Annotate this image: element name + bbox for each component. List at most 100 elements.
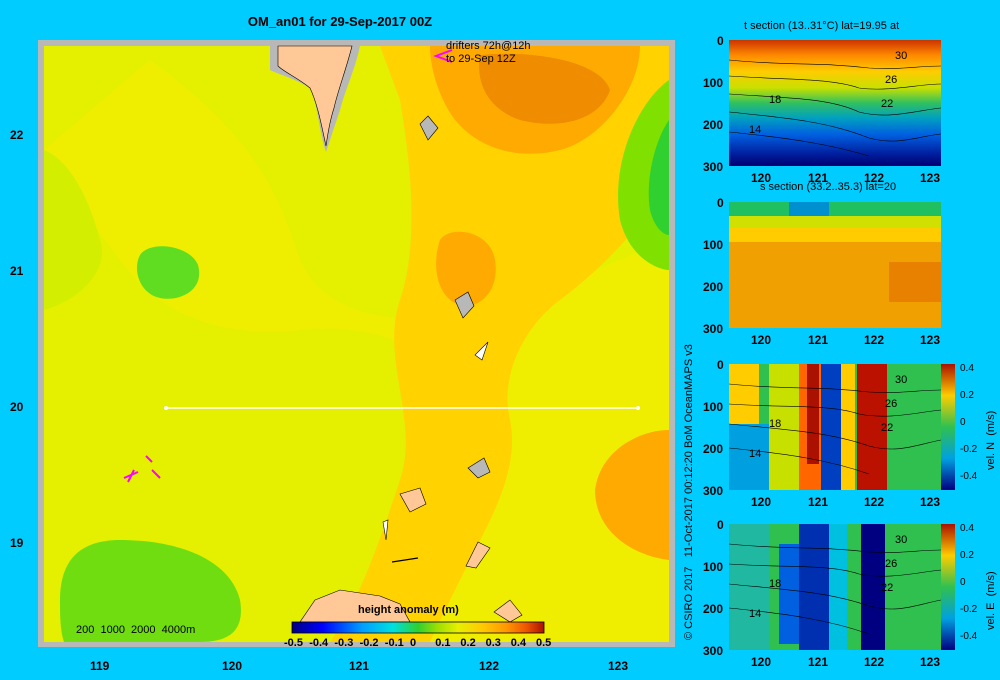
panel-y-tick: 200 — [703, 280, 724, 294]
t-section-plot — [729, 40, 941, 166]
colorbar-tick: 0.2 — [960, 550, 974, 561]
y-tick: 20 — [10, 400, 24, 414]
main-map — [38, 40, 675, 647]
drifter-track — [123, 455, 161, 483]
panel-y-tick: 100 — [703, 560, 724, 574]
contour-label: 18 — [769, 94, 782, 106]
panel-y-tick: 100 — [703, 76, 724, 90]
colorbar-tick: 0.1 — [435, 637, 451, 649]
panel-y-tick: 200 — [703, 602, 724, 616]
panel-y-tick: 300 — [703, 160, 724, 174]
vel-n-plot — [729, 364, 941, 490]
depth-legend: 200 1000 2000 4000m — [76, 624, 196, 636]
colorbar-tick: -0.3 — [334, 637, 354, 649]
x-tick: 123 — [608, 659, 629, 673]
colorbar-tick: -0.1 — [384, 637, 404, 649]
panel-x-tick: 120 — [751, 171, 772, 185]
vel-e-label: vel. E (m/s) — [985, 571, 997, 630]
colorbar-tick: 0 — [410, 637, 417, 649]
colorbar-tick: -0.2 — [359, 637, 379, 649]
colorbar-tick: 0 — [960, 577, 966, 588]
contour-label: 22 — [881, 98, 894, 110]
panel-x-tick: 122 — [864, 655, 885, 669]
panel-x-tick: 122 — [864, 495, 885, 509]
island — [399, 487, 427, 513]
panel-x-tick: 120 — [751, 655, 772, 669]
x-tick: 122 — [479, 659, 500, 673]
colorbar-tick: 0.3 — [485, 637, 501, 649]
panel-title-t: t section (13..31°C) lat=19.95 at — [744, 20, 900, 32]
colorbar-tick: 0.2 — [460, 637, 476, 649]
panel-x-tick: 120 — [751, 333, 772, 347]
panel-y-tick: 0 — [717, 358, 724, 372]
colorbar-title: height anomaly (m) — [358, 604, 459, 616]
panel-x-tick: 123 — [920, 495, 941, 509]
colorbar-bar — [291, 621, 545, 634]
panel-x-tick: 121 — [808, 495, 829, 509]
panel-y-tick: 300 — [703, 644, 724, 658]
colorbar-tick: -0.2 — [960, 604, 978, 615]
island — [465, 541, 491, 569]
ssh-zone-light-yellow — [44, 60, 669, 642]
contour-label: 14 — [749, 124, 762, 136]
vel-e-colorbar — [941, 524, 955, 650]
panel-y-tick: 200 — [703, 442, 724, 456]
contour-label: 30 — [895, 534, 908, 546]
y-tick: 22 — [10, 128, 24, 142]
map-title: OM_an01 for 29-Sep-2017 00Z — [247, 14, 433, 29]
colorbar-tick: -0.4 — [960, 631, 978, 642]
panel-x-tick: 123 — [920, 333, 941, 347]
panel-y-tick: 300 — [703, 322, 724, 336]
contour-label: 18 — [769, 418, 782, 430]
island — [467, 457, 491, 479]
colorbar-ticks: -0.5 -0.4 -0.3 -0.2 -0.1 0 0.1 0.2 0.3 0.4 0.5 — [282, 637, 554, 651]
colorbar-tick: 0.5 — [536, 637, 552, 649]
island — [382, 519, 389, 541]
contour-label: 18 — [769, 578, 782, 590]
ssh-eddy-orange — [436, 231, 496, 306]
colorbar-tick: -0.2 — [960, 444, 978, 455]
panel-title-s: s section (33.2..35.3) lat=20 — [760, 181, 897, 193]
island — [454, 291, 475, 319]
contour-label: 26 — [885, 398, 898, 410]
colorbar-tick: 0.4 — [510, 637, 527, 649]
panel-x-tick: 123 — [920, 171, 941, 185]
contour-label: 14 — [749, 608, 762, 620]
y-tick: 21 — [10, 264, 24, 278]
panel-x-tick: 122 — [864, 333, 885, 347]
contour-label: 30 — [895, 374, 908, 386]
contour-label: 26 — [885, 558, 898, 570]
taiwan-landmass — [277, 45, 353, 147]
contour-label: 22 — [881, 422, 894, 434]
credit: © CSIRO 2017 11-Oct-2017 00:12:20 BoM Oc… — [683, 344, 695, 640]
x-tick: 121 — [349, 659, 370, 673]
panel-y-tick: 200 — [703, 118, 724, 132]
s-section-plot — [729, 202, 941, 328]
drifter-track — [433, 49, 453, 63]
y-tick: 19 — [10, 536, 24, 550]
ssh-eddy-green — [136, 246, 200, 299]
panel-x-tick: 121 — [808, 333, 829, 347]
colorbar-tick: -0.5 — [284, 637, 303, 649]
contour-label: 14 — [749, 448, 762, 460]
colorbar-tick: -0.4 — [309, 637, 329, 649]
panel-x-tick: 122 — [864, 171, 885, 185]
panel-y-tick: 100 — [703, 238, 724, 252]
x-tick: 119 — [90, 659, 110, 673]
colorbar-tick: 0.4 — [960, 363, 974, 374]
colorbar-tick: 0.4 — [960, 523, 974, 534]
panel-y-tick: 100 — [703, 400, 724, 414]
ssh-zone-green-sw — [60, 540, 241, 642]
colorbar-tick: 0 — [960, 417, 966, 428]
drifters-label: to 29-Sep 12Z — [446, 53, 516, 65]
contour-label: 30 — [895, 50, 908, 62]
panel-x-tick: 121 — [808, 655, 829, 669]
vel-e-plot — [729, 524, 941, 650]
colorbar-tick: 0.2 — [960, 390, 974, 401]
panel-x-tick: 120 — [751, 495, 772, 509]
drifters-label: drifters 72h@12h — [446, 40, 531, 52]
vel-n-label: vel. N (m/s) — [985, 410, 997, 470]
x-tick: 120 — [222, 659, 243, 673]
island — [419, 115, 439, 141]
contour-label: 26 — [885, 74, 898, 86]
